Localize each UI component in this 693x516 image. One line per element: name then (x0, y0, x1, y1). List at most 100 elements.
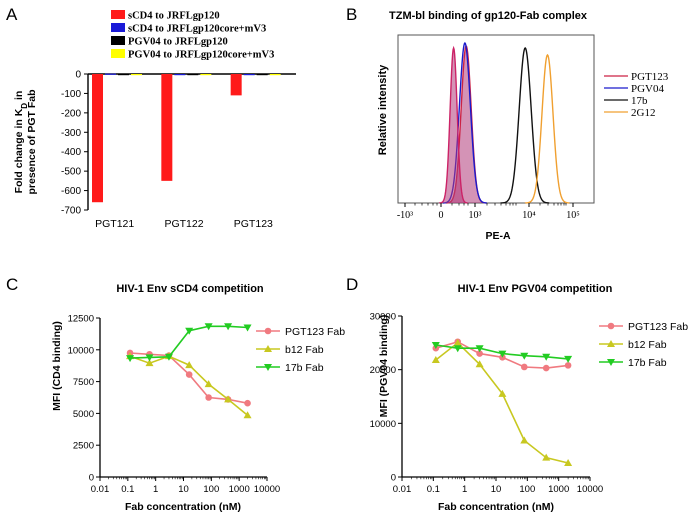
panel-c-y-label: MFI (CD4 binding) (51, 321, 63, 411)
point-17b-fab (475, 345, 484, 353)
panel-a-y-tick-label: -300 (61, 128, 81, 139)
x-tick-label: 1000 (229, 484, 250, 495)
x-tick-label: 1 (153, 484, 158, 495)
panel-b-histogram: TZM-bl binding of gp120-Fab complex Rela… (377, 10, 669, 242)
point-17b-fab (126, 355, 135, 363)
point-pgt123-fab (564, 362, 572, 369)
legend-label-b12-fab: b12 Fab (628, 339, 667, 351)
legend-label-pgv04-to-jrflgp120: PGV04 to JRFLgp120 (128, 37, 228, 48)
x-tick-label: 10000 (254, 484, 280, 495)
x-tick-label: 0.01 (393, 484, 412, 495)
panel-d-plot: 0 10000 20000 30000 0.01 0.1 1 10 100 1000 10000 PG… (370, 312, 689, 496)
point-b12-fab (431, 356, 440, 364)
x-tick-label: 10 (491, 484, 502, 495)
legend-swatch-scd4-to-jrflgp120core-mv3 (111, 23, 125, 32)
panel-label-d: D (346, 275, 358, 294)
point-17b-fab (164, 353, 173, 361)
panel-b-x-ticks: -10³ 0 10³ 10⁴ 10⁵ (397, 203, 580, 221)
panel-b-x-tick-label: 10⁴ (522, 210, 536, 221)
legend-label-pgt123: PGT123 (631, 71, 669, 83)
panel-a-axes (87, 73, 296, 210)
panel-b-curves (438, 41, 570, 204)
histogram-17b (500, 46, 550, 204)
panel-c-plot: 0 2500 5000 7500 10000 12500 0.01 0.1 1 10 100 1000… (68, 314, 346, 496)
y-tick-label: 30000 (370, 312, 396, 323)
bar-pgt122-scd4-to-jrflgp120core-mv3 (174, 74, 186, 76)
point-b12-fab (453, 338, 462, 346)
panel-a-y-tick-label: -600 (61, 186, 81, 197)
panel-a-y-tick-label: -500 (61, 167, 81, 178)
point-pgt123-fab (244, 399, 251, 407)
y-tick-label: 20000 (370, 365, 396, 376)
point-b12-fab (564, 459, 573, 467)
panel-b-x-tick-label: 0 (439, 210, 444, 221)
legend-label-pgt123-fab: PGT123 Fab (285, 326, 345, 338)
panel-b-x-tick-label: 10⁵ (566, 210, 580, 221)
legend-marker-17b-fab (264, 364, 272, 371)
panel-a-y-label-line2: presence of PGT Fab (26, 89, 38, 194)
panel-a-bar-chart: 0-100-200-300-400-500-600-700 PGT121 PGT1… (13, 10, 296, 230)
y-tick-label: 2500 (73, 441, 94, 452)
legend-label-scd4-to-jrflgp120core-mv3: sCD4 to JRFLgp120core+mV3 (128, 24, 266, 35)
point-pgt123-fab (520, 363, 528, 371)
bar-pgt123-pgv04-to-jrflgp120core-mv3 (269, 74, 281, 76)
x-tick-label: 100 (519, 484, 535, 495)
panel-a-y-tick-label: -200 (61, 108, 81, 119)
legend-marker-pgt123-fab (607, 322, 615, 330)
legend-label-17b-fab: 17b Fab (285, 362, 324, 374)
point-17b-fab (453, 345, 462, 353)
legend-label-b12-fab: b12 Fab (285, 344, 324, 356)
panel-a-legend: sCD4 to JRFLgp120 sCD4 to JRFLgp120core+m… (111, 10, 274, 61)
panel-a-y-tick-label: -700 (61, 206, 81, 217)
point-pgt123-fab (476, 350, 483, 357)
category-label-pgt121: PGT121 (95, 218, 134, 230)
panel-c-title: HIV-1 Env sCD4 competition (116, 283, 264, 295)
panel-a-y-label-line1: Fold change in KD in (13, 91, 29, 194)
x-tick-label: 1000 (548, 484, 569, 495)
point-17b-fab (542, 353, 551, 361)
x-tick-label: 1 (462, 484, 467, 495)
panel-label-a: A (6, 5, 18, 24)
panel-b-x-label: PE-A (485, 230, 511, 242)
y-tick-label: 10000 (370, 419, 396, 430)
legend-swatch-pgv04-to-jrflgp120core-mv3 (111, 49, 125, 58)
y-tick-label: 5000 (73, 409, 94, 420)
point-pgt123-fab (205, 394, 212, 401)
panel-a-category-labels: PGT121 PGT122 PGT123 (95, 218, 273, 230)
point-17b-fab (431, 341, 440, 349)
panel-label-c: C (6, 275, 18, 294)
legend-marker-17b-fab (607, 359, 615, 366)
legend-label-2g12: 2G12 (631, 107, 655, 119)
point-b12-fab (145, 359, 154, 367)
panel-c-x-label: Fab concentration (nM) (125, 501, 241, 513)
panel-a-y-tick-label: 0 (75, 70, 81, 81)
panel-a-y-tick-label: -100 (61, 89, 81, 100)
bar-pgt123-pgv04-to-jrflgp120 (256, 74, 268, 76)
point-b12-fab (185, 361, 194, 369)
panel-b-x-tick-label: -10³ (397, 210, 413, 221)
x-tick-label: 0.01 (91, 484, 110, 495)
bar-pgt123-scd4-to-jrflgp120 (230, 74, 242, 96)
panel-a-y-tick-label: -400 (61, 147, 81, 158)
x-tick-label: 100 (203, 484, 219, 495)
legend-label-pgt123-fab: PGT123 Fab (628, 321, 688, 333)
category-label-pgt123: PGT123 (234, 218, 273, 230)
x-tick-label: 0.1 (121, 484, 134, 495)
x-tick-label: 10000 (577, 484, 603, 495)
bar-pgt122-pgv04-to-jrflgp120 (187, 74, 199, 76)
point-b12-fab (542, 453, 551, 461)
x-tick-label: 0.1 (427, 484, 440, 495)
bar-pgt121-pgv04-to-jrflgp120 (118, 74, 129, 76)
bar-pgt122-scd4-to-jrflgp120 (161, 74, 173, 181)
legend-marker-pgt123-fab (264, 327, 272, 335)
point-pgt123-fab (542, 364, 550, 372)
x-tick-label: 10 (178, 484, 189, 495)
panel-b-y-label: Relative intensity (377, 64, 389, 155)
legend-marker-b12-fab (607, 340, 615, 347)
legend-label-pgv04: PGV04 (631, 83, 665, 95)
panel-a-bars (92, 73, 281, 203)
legend-label-pgv04-to-jrflgp120core-mv3: PGV04 to JRFLgp120core+mV3 (128, 50, 274, 61)
series-line-pgt123-fab (129, 352, 248, 404)
